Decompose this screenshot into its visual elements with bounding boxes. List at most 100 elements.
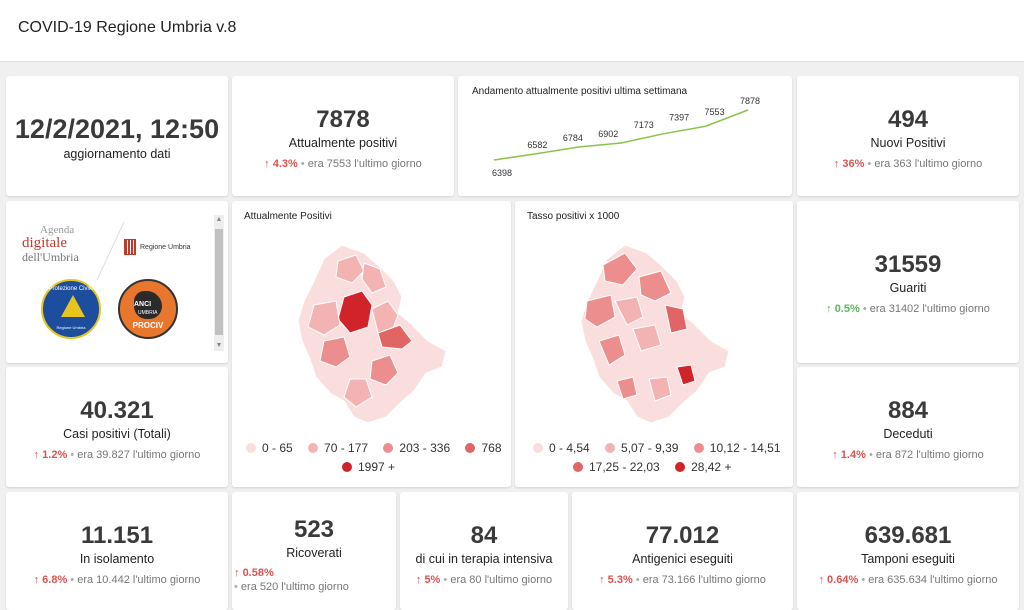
isolamento-card: 11.151 In isolamento ↑ 6.8% • era 10.442… <box>6 492 228 610</box>
kpi-pct: 6.8% <box>42 574 68 586</box>
trend-data-label: 6398 <box>492 168 512 178</box>
kpi-value: 7878 <box>316 106 370 133</box>
legend-item: 203 - 336 <box>383 441 450 455</box>
agenda-digitale-logo: Agenda digitale dell'Umbria <box>22 224 79 264</box>
legend-item: 5,07 - 9,39 <box>605 441 678 455</box>
legend-swatch <box>308 443 319 453</box>
kpi-change: ↑ 6.8% • era 10.442 l'ultimo giorno <box>6 574 228 586</box>
arrow-up-icon: ↑ <box>415 574 422 586</box>
update-datetime: 12/2/2021, 12:50 <box>14 114 220 144</box>
kpi-value: 77.012 <box>645 522 720 549</box>
kpi-value: 84 <box>470 522 498 549</box>
kpi-label: Attualmente positivi <box>288 136 398 150</box>
umbria-shape-icon <box>134 291 162 319</box>
trend-data-label: 7397 <box>669 112 689 122</box>
trend-line-chart: 6398 6582 6784 6902 7173 7397 7553 7878 <box>492 96 760 178</box>
legend-item: 70 - 177 <box>308 441 368 455</box>
arrow-up-icon: ↑ <box>33 574 40 586</box>
kpi-pct: 0.58% <box>242 567 274 579</box>
map-title: Tasso positivi x 1000 <box>527 211 620 222</box>
arrow-up-icon: ↑ <box>833 158 840 170</box>
kpi-value: 494 <box>887 106 929 133</box>
kpi-change: ↑ 1.2% • era 39.827 l'ultimo giorno <box>6 449 228 461</box>
kpi-prev: era 872 l'ultimo giorno <box>875 449 984 461</box>
scroll-up-icon[interactable]: ▲ <box>215 216 223 223</box>
attualmente-positivi-card: 7878 Attualmente positivi ↑ 4.3% • era 7… <box>232 76 454 196</box>
separator-dot: • <box>635 574 640 586</box>
kpi-prev: era 363 l'ultimo giorno <box>874 158 983 170</box>
deceduti-card: 884 Deceduti ↑ 1.4% • era 872 l'ultimo g… <box>797 367 1019 487</box>
kpi-label: Deceduti <box>883 427 933 441</box>
umbria-map-tasso[interactable] <box>515 201 793 487</box>
kpi-change: ↑ 0.5% • era 31402 l'ultimo giorno <box>797 303 1019 315</box>
triangle-icon <box>61 295 85 317</box>
legend-swatch <box>573 462 583 472</box>
kpi-pct: 1.4% <box>840 449 866 461</box>
guariti-card: 31559 Guariti ↑ 0.5% • era 31402 l'ultim… <box>797 201 1019 363</box>
separator-dot: • <box>300 158 305 170</box>
trend-card: Andamento attualmente positivi ultima se… <box>458 76 792 196</box>
kpi-change: ↑ 5.3% • era 73.166 l'ultimo giorno <box>572 574 793 586</box>
legend-swatch <box>693 443 704 453</box>
kpi-label: In isolamento <box>79 552 155 566</box>
map-positivi-card: Attualmente Positivi 0 - 65 70 - 177 203… <box>232 201 511 487</box>
kpi-label: Guariti <box>889 281 927 295</box>
trend-data-label: 7878 <box>740 96 760 106</box>
protezione-civile-logo: Protezione Civile Regione Umbria <box>41 279 101 339</box>
scroll-down-icon[interactable]: ▼ <box>215 342 223 349</box>
separator-dot: • <box>443 574 448 586</box>
arrow-up-icon: ↑ <box>832 449 838 461</box>
legend-swatch <box>465 443 476 453</box>
logos-card: Agenda digitale dell'Umbria Regione Umbr… <box>6 201 228 363</box>
kpi-pct: 4.3% <box>272 158 298 170</box>
trend-data-label: 6582 <box>527 140 547 150</box>
umbria-map-positivi[interactable] <box>232 201 511 487</box>
kpi-prev: era 80 l'ultimo giorno <box>450 574 553 586</box>
trend-data-label: 6784 <box>563 133 583 143</box>
kpi-label: Nuovi Positivi <box>870 136 946 150</box>
legend-swatch <box>533 443 543 453</box>
arrow-up-icon: ↑ <box>264 158 270 170</box>
legend-item: 768 <box>465 441 502 455</box>
legend-item: 28,42 + <box>675 460 731 474</box>
arrow-up-icon: ↑ <box>234 567 240 579</box>
legend-item: 10,12 - 14,51 <box>693 441 781 455</box>
legend-swatch <box>605 443 616 453</box>
casi-totali-card: 40.321 Casi positivi (Totali) ↑ 1.2% • e… <box>6 367 228 487</box>
update-card: 12/2/2021, 12:50 aggiornamento dati <box>6 76 228 196</box>
kpi-prev: era 520 l'ultimo giorno <box>240 581 349 593</box>
kpi-pct: 1.2% <box>42 449 68 461</box>
logos-scrollbar[interactable]: ▲ ▼ <box>214 215 224 351</box>
kpi-prev: era 31402 l'ultimo giorno <box>869 303 990 315</box>
legend-swatch <box>342 462 352 472</box>
kpi-pct: 5% <box>424 574 441 586</box>
arrow-up-icon: ↑ <box>826 303 832 315</box>
kpi-label: Tamponi eseguiti <box>861 552 955 566</box>
kpi-pct: 0.64% <box>827 574 859 586</box>
separator-dot: • <box>862 303 867 315</box>
top-bar: COVID-19 Regione Umbria v.8 <box>0 0 1024 62</box>
kpi-label: Ricoverati <box>286 546 342 560</box>
kpi-value: 639.681 <box>864 522 952 549</box>
kpi-prev: era 73.166 l'ultimo giorno <box>642 574 766 586</box>
legend-item: 1997 + <box>342 460 395 474</box>
trend-data-label: 7553 <box>705 107 725 117</box>
scroll-thumb[interactable] <box>215 229 223 335</box>
arrow-up-icon: ↑ <box>599 574 605 586</box>
legend-item: 0 - 65 <box>246 441 293 455</box>
kpi-change: ↑ 1.4% • era 872 l'ultimo giorno <box>797 449 1019 461</box>
ricoverati-card: 523 Ricoverati ↑ 0.58% • era 520 l'ultimo… <box>232 492 396 610</box>
anci-prociv-logo: ANCI UMBRIA PROCIV <box>118 279 178 339</box>
terapia-card: 84 di cui in terapia intensiva ↑ 5% • er… <box>400 492 568 610</box>
kpi-value: 40.321 <box>80 397 154 424</box>
kpi-label: Antigenici eseguiti <box>632 552 733 566</box>
separator-dot: • <box>867 158 872 170</box>
separator-dot: • <box>868 449 873 461</box>
trend-data-label: 7173 <box>634 120 654 130</box>
kpi-change: ↑ 0.64% • era 635.634 l'ultimo giorno <box>797 574 1019 586</box>
arrow-up-icon: ↑ <box>33 449 40 461</box>
kpi-label: di cui in terapia intensiva <box>415 552 553 566</box>
kpi-label: Casi positivi (Totali) <box>63 427 171 441</box>
kpi-value: 884 <box>887 397 929 424</box>
kpi-prev: era 39.827 l'ultimo giorno <box>77 449 201 461</box>
